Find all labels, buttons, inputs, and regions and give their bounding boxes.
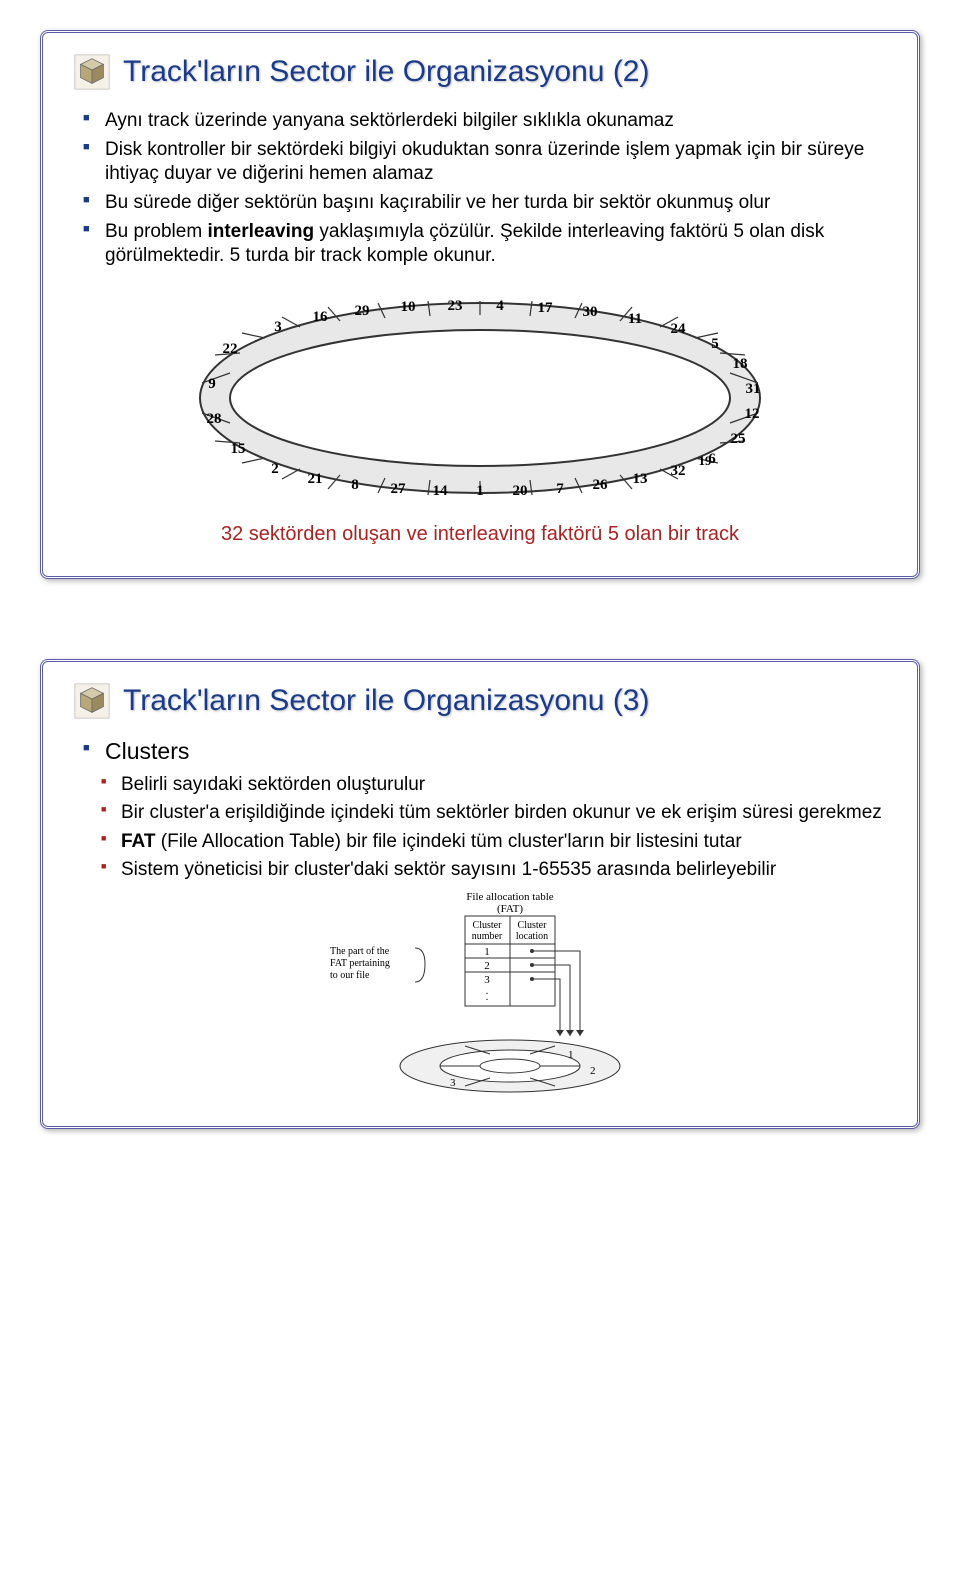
fat-diagram: File allocation table (FAT) Cluster numb… [73, 886, 887, 1096]
svg-text:1: 1 [476, 483, 484, 499]
svg-text:15: 15 [231, 441, 246, 457]
svg-text:28: 28 [207, 411, 222, 427]
slide-2-top-bullet: Clusters [73, 738, 887, 765]
slide-1: Track'ların Sector ile Organizasyonu (2)… [40, 30, 920, 579]
bullet-item: Aynı track üzerinde yanyana sektörlerdek… [83, 109, 887, 134]
svg-text:3: 3 [274, 319, 282, 335]
sub-bullet-item: Sistem yöneticisi bir cluster'daki sektö… [101, 858, 887, 882]
svg-text:12: 12 [745, 406, 760, 422]
svg-text:.: . [486, 992, 489, 1003]
svg-text:23: 23 [448, 298, 463, 314]
svg-text:8: 8 [351, 477, 359, 493]
bullet-item: Disk kontroller bir sektördeki bilgiyi o… [83, 138, 887, 187]
bold-word: FAT [121, 831, 155, 852]
svg-text:17: 17 [538, 300, 554, 316]
cube-icon [73, 682, 111, 720]
svg-text:31: 31 [746, 381, 761, 397]
svg-text:32: 32 [671, 463, 686, 479]
sub-bullet-item: FAT (File Allocation Table) bir file içi… [101, 830, 887, 854]
svg-text:2: 2 [484, 960, 490, 972]
svg-text:number: number [472, 931, 503, 942]
ring-diagram: 3 16 29 10 23 4 17 30 11 24 5 22 9 28 15 [73, 283, 887, 513]
clusters-label: Clusters [83, 738, 887, 765]
svg-text:to our file: to our file [330, 970, 370, 981]
svg-text:9: 9 [208, 376, 216, 392]
svg-text:27: 27 [391, 481, 407, 497]
svg-text:3: 3 [450, 1077, 456, 1089]
cube-icon [73, 53, 111, 91]
svg-text:Cluster: Cluster [518, 920, 548, 931]
svg-text:16: 16 [313, 309, 329, 325]
svg-text:26: 26 [593, 477, 609, 493]
svg-text:location: location [516, 931, 548, 942]
svg-text:1: 1 [568, 1049, 574, 1061]
svg-text:24: 24 [671, 321, 687, 337]
svg-text:2: 2 [271, 461, 279, 477]
bullet-item: Bu problem interleaving yaklaşımıyla çöz… [83, 220, 887, 269]
slide-1-title: Track'ların Sector ile Organizasyonu (2) [123, 55, 649, 89]
svg-text:5: 5 [711, 336, 719, 352]
svg-text:29: 29 [355, 303, 370, 319]
svg-text:19: 19 [699, 453, 713, 468]
svg-text:3: 3 [484, 974, 490, 986]
slide-1-bullets: Aynı track üzerinde yanyana sektörlerdek… [73, 109, 887, 269]
svg-text:20: 20 [513, 483, 528, 499]
svg-text:11: 11 [628, 311, 642, 327]
svg-text:10: 10 [401, 299, 416, 315]
bullet-item: Bu sürede diğer sektörün başını kaçırabi… [83, 191, 887, 216]
diagram-caption: 32 sektörden oluşan ve interleaving fakt… [73, 523, 887, 546]
svg-text:18: 18 [733, 356, 748, 372]
svg-text:4: 4 [496, 298, 504, 314]
svg-text:13: 13 [633, 471, 648, 487]
sub-bullet-item: Belirli sayıdaki sektörden oluşturulur [101, 773, 887, 797]
svg-text:Cluster: Cluster [473, 920, 503, 931]
svg-text:14: 14 [433, 483, 449, 499]
slide-2-title: Track'ların Sector ile Organizasyonu (3) [123, 684, 649, 718]
svg-text:2: 2 [590, 1065, 596, 1077]
svg-text:22: 22 [223, 341, 238, 357]
slide-2-header: Track'ların Sector ile Organizasyonu (3) [73, 682, 887, 720]
slide-2: Track'ların Sector ile Organizasyonu (3)… [40, 659, 920, 1129]
bullet-text-part: Bu problem [105, 221, 207, 242]
sub-bullet-item: Bir cluster'a erişildiğinde içindeki tüm… [101, 801, 887, 825]
slide-2-sub-bullets: Belirli sayıdaki sektörden oluşturulur B… [73, 773, 887, 882]
sub-bullet-text-part: (File Allocation Table) bir file içindek… [155, 831, 741, 852]
slide-1-header: Track'ların Sector ile Organizasyonu (2) [73, 53, 887, 91]
fat-title: File allocation table [466, 891, 553, 903]
svg-text:The part of the: The part of the [330, 946, 390, 957]
svg-text:25: 25 [731, 431, 746, 447]
svg-text:(FAT): (FAT) [497, 903, 523, 915]
svg-text:FAT pertaining: FAT pertaining [330, 958, 390, 969]
svg-text:21: 21 [308, 471, 323, 487]
svg-text:30: 30 [583, 304, 598, 320]
svg-text:7: 7 [556, 481, 564, 497]
svg-text:1: 1 [484, 946, 490, 958]
bold-word: interleaving [207, 221, 314, 242]
